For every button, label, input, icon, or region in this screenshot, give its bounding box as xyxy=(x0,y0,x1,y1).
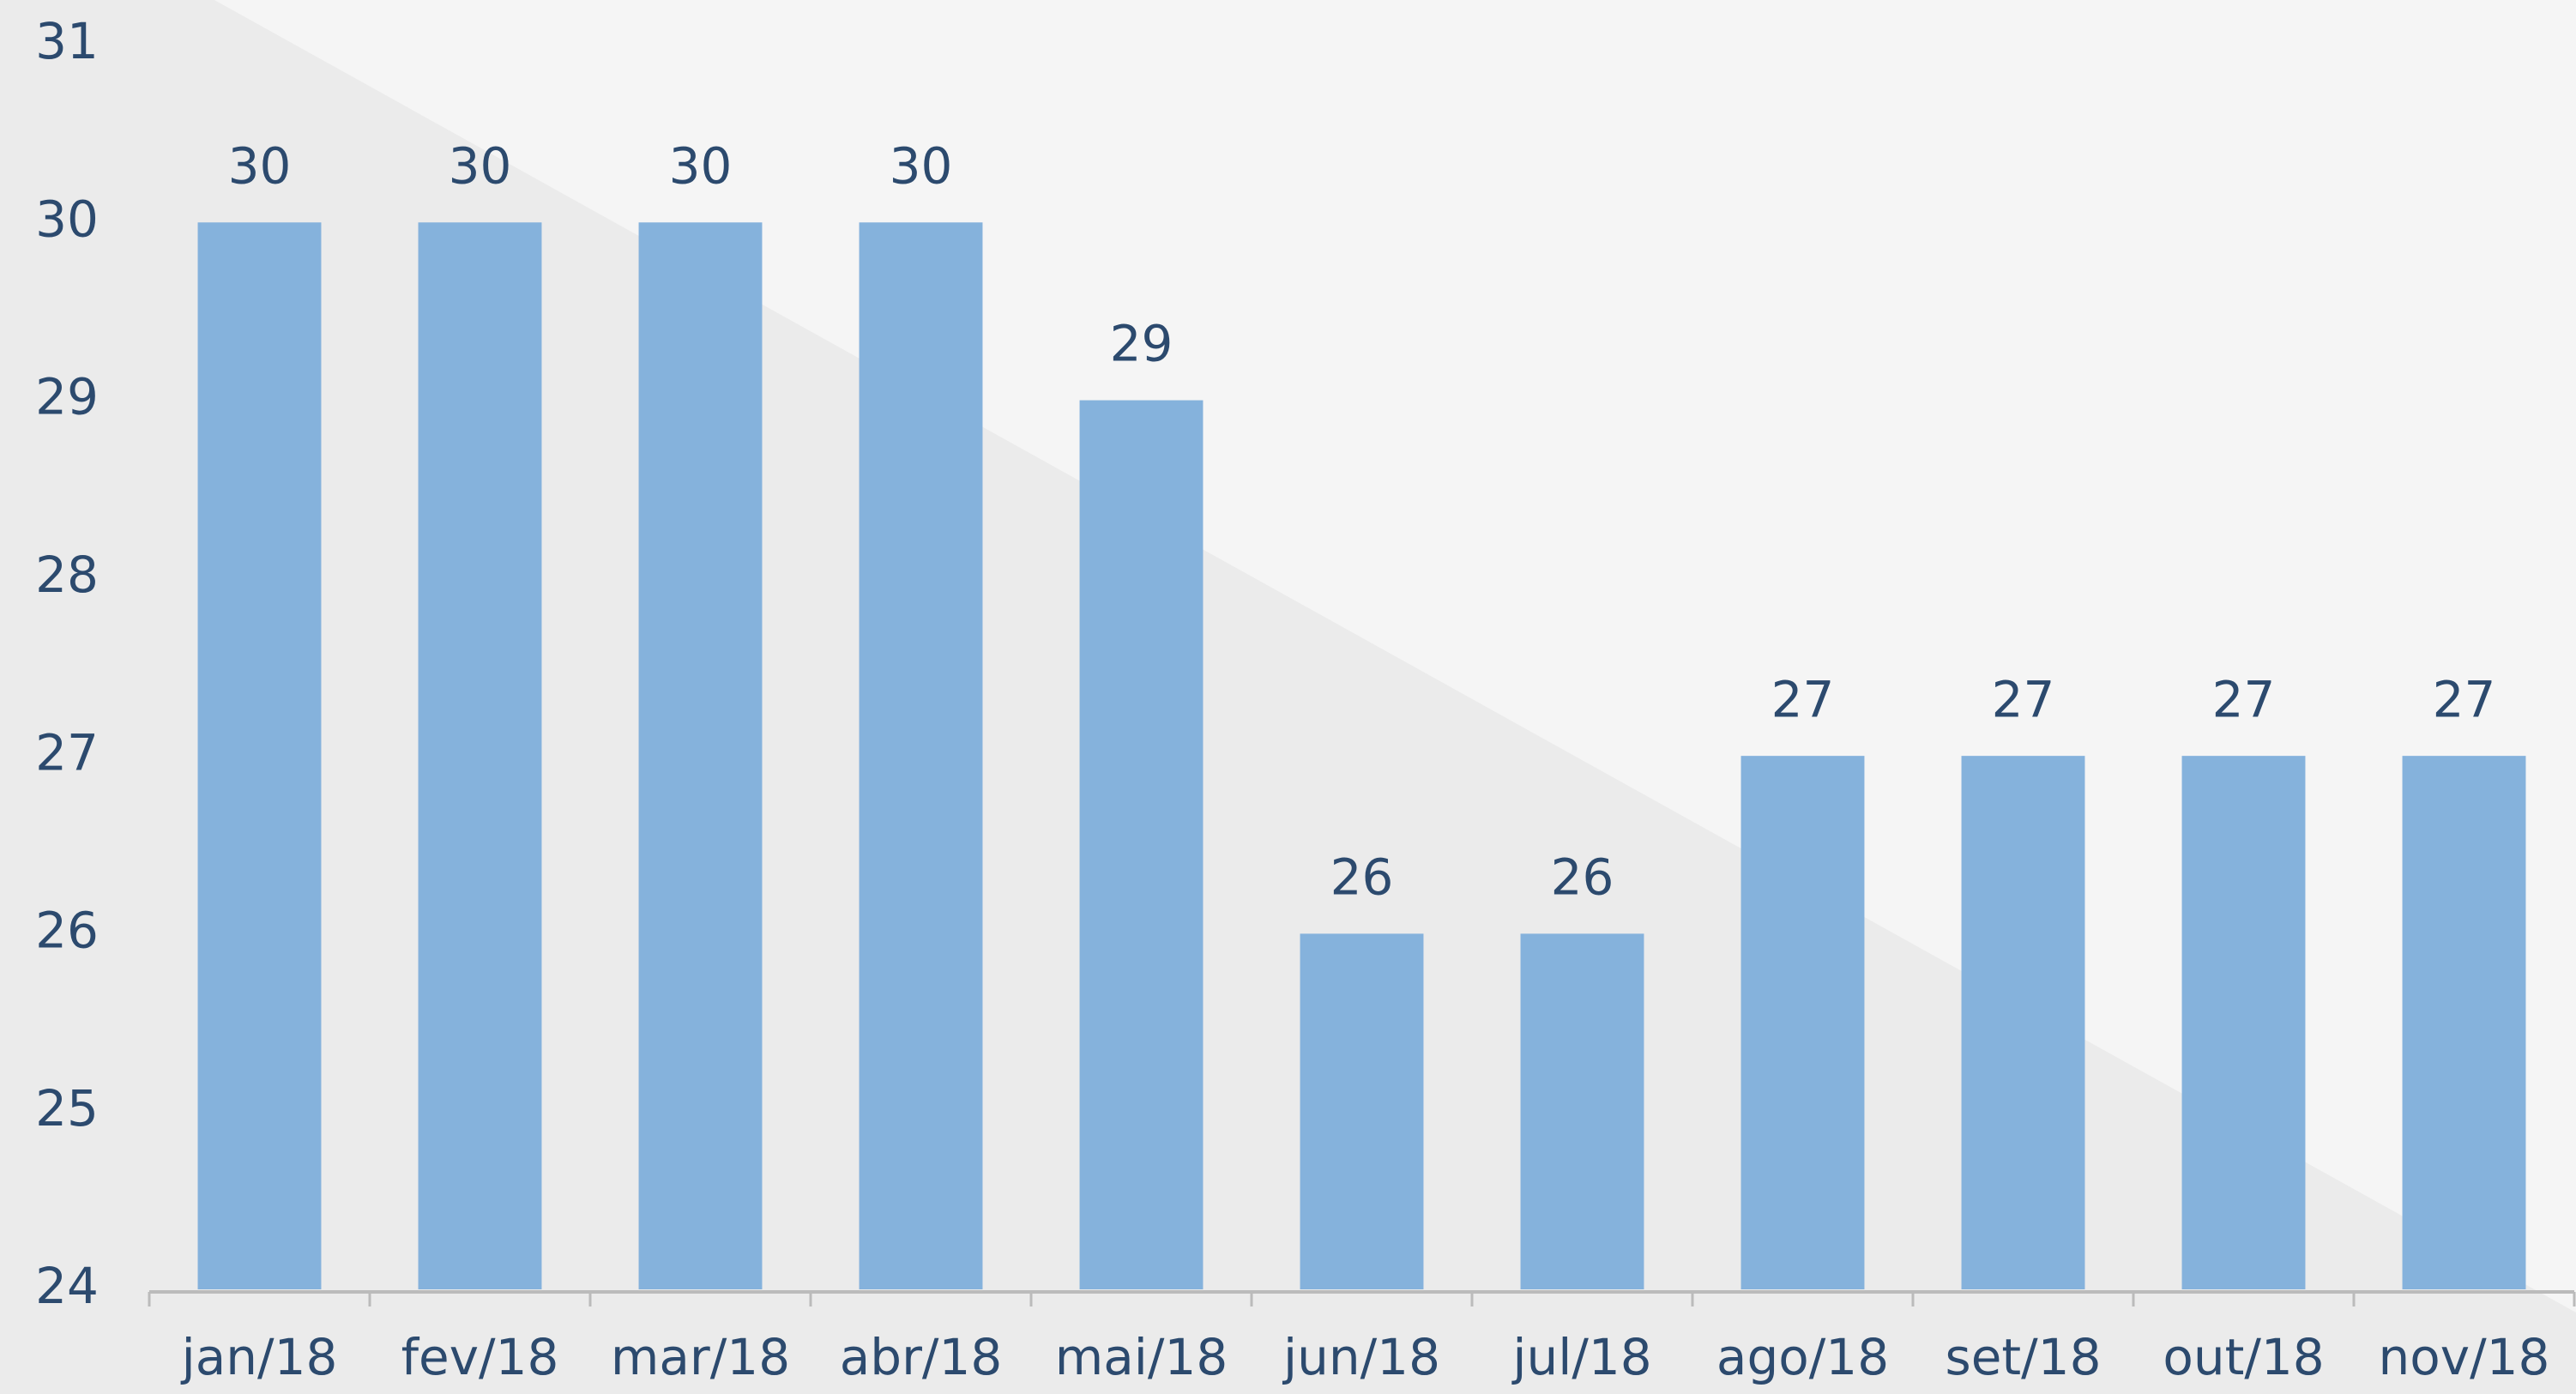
x-tick-label: mar/18 xyxy=(611,1328,790,1386)
bar xyxy=(1740,756,1865,1289)
x-tick-label: ago/18 xyxy=(1716,1328,1889,1386)
data-label: 30 xyxy=(669,136,733,195)
y-tick-label: 31 xyxy=(35,12,99,70)
data-label: 27 xyxy=(2433,670,2496,728)
x-tick-label: jul/18 xyxy=(1511,1328,1651,1386)
data-label: 30 xyxy=(228,136,292,195)
x-tick-label: out/18 xyxy=(2163,1328,2324,1386)
y-tick-label: 26 xyxy=(35,902,99,960)
x-tick-label: mai/18 xyxy=(1055,1328,1228,1386)
data-label: 30 xyxy=(890,136,953,195)
y-tick-label: 29 xyxy=(35,368,99,426)
y-tick-label: 27 xyxy=(35,723,99,781)
x-tick-label: fev/18 xyxy=(401,1328,559,1386)
y-tick-label: 28 xyxy=(35,546,99,604)
data-label: 26 xyxy=(1551,848,1614,907)
bar xyxy=(1520,933,1644,1289)
x-tick-label: nov/18 xyxy=(2379,1328,2550,1386)
y-tick-label: 24 xyxy=(35,1257,99,1315)
x-tick-label: jan/18 xyxy=(180,1328,338,1386)
bar xyxy=(859,222,983,1290)
x-tick-label: set/18 xyxy=(1946,1328,2102,1386)
x-tick-label: abr/18 xyxy=(840,1328,1003,1386)
bar xyxy=(1300,933,1424,1289)
y-tick-label: 25 xyxy=(35,1079,99,1138)
data-label: 27 xyxy=(1992,670,2055,728)
bar xyxy=(1961,756,2085,1289)
bar xyxy=(1079,400,1204,1290)
bar xyxy=(2181,756,2306,1289)
x-tick-label: jun/18 xyxy=(1282,1328,1440,1386)
bar xyxy=(638,222,763,1290)
data-label: 27 xyxy=(1771,670,1835,728)
data-label: 29 xyxy=(1110,315,1173,373)
data-label: 26 xyxy=(1330,848,1394,907)
bar xyxy=(418,222,542,1290)
bar xyxy=(197,222,322,1290)
data-label: 27 xyxy=(2212,670,2276,728)
data-label: 30 xyxy=(449,136,512,195)
y-tick-label: 30 xyxy=(35,190,99,248)
bar xyxy=(2402,756,2526,1289)
